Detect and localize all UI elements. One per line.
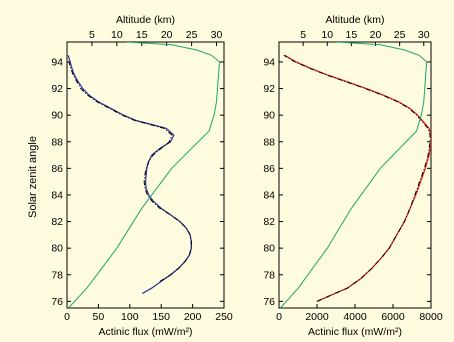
x-tick-label: 200 — [184, 311, 202, 323]
x-axis-label: Actinic flux (mW/m²) — [99, 326, 193, 338]
x-axis-label: Actinic flux (mW/m²) — [308, 326, 402, 338]
x-tick-label: 2000 — [305, 311, 329, 323]
y-tick-label: 86 — [263, 163, 275, 175]
y-tick-label: 82 — [263, 216, 275, 228]
x-tick-label: 100 — [121, 311, 139, 323]
y-tick-label: 94 — [263, 56, 275, 68]
y-tick-label: 86 — [51, 163, 63, 175]
altitude-series-line — [68, 42, 221, 308]
y-tick-label: 88 — [51, 136, 63, 148]
y-tick-label: 92 — [263, 83, 275, 95]
altitude-series-line — [280, 42, 428, 308]
top-x-axis-label: Altitude (km) — [116, 14, 175, 26]
top-x-tick-label: 20 — [370, 29, 382, 41]
plot-frame — [66, 41, 225, 309]
y-tick-label: 80 — [51, 243, 63, 255]
left-panel: 0 50 100 150 200 250 Actinic flux (mW/m²) 5 10 15… — [51, 14, 233, 338]
model-series-line — [68, 61, 192, 282]
y-tick-label: 94 — [51, 56, 63, 68]
top-x-tick-label: 30 — [418, 29, 430, 41]
y-tick-label: 88 — [263, 136, 275, 148]
top-x-tick-label: 25 — [394, 29, 406, 41]
top-x-tick-label: 10 — [321, 29, 333, 41]
top-x-tick-label: 30 — [211, 29, 223, 41]
top-x-tick-label: 15 — [136, 29, 148, 41]
top-x-tick-label: 20 — [161, 29, 173, 41]
y-tick-label: 84 — [51, 189, 63, 201]
top-x-tick-label: 10 — [111, 29, 123, 41]
y-tick-label: 90 — [51, 110, 63, 122]
y-tick-label: 76 — [263, 296, 275, 308]
y-tick-label: 84 — [263, 189, 275, 201]
model-series-line — [283, 54, 431, 302]
y-tick-label: 82 — [51, 216, 63, 228]
right-panel: 0 2000 4000 6000 8000 Actinic flux (mW/m²) 5 10… — [263, 14, 443, 338]
top-x-tick-label: 25 — [186, 29, 198, 41]
top-x-tick-label: 15 — [346, 29, 358, 41]
y-tick-label: 78 — [263, 269, 275, 281]
x-tick-label: 0 — [64, 311, 70, 323]
x-tick-label: 0 — [276, 311, 282, 323]
top-x-tick-label: 5 — [89, 29, 95, 41]
x-tick-label: 150 — [152, 311, 170, 323]
y-tick-label: 78 — [51, 269, 63, 281]
y-tick-label: 76 — [51, 296, 63, 308]
x-tick-label: 8000 — [419, 311, 443, 323]
top-x-tick-label: 5 — [300, 29, 306, 41]
x-tick-label: 4000 — [343, 311, 367, 323]
y-tick-label: 92 — [51, 83, 63, 95]
x-tick-label: 250 — [215, 311, 233, 323]
x-tick-label: 50 — [93, 311, 105, 323]
y-axis-label: Solar zenit angle — [27, 136, 39, 218]
y-tick-label: 90 — [263, 110, 275, 122]
y-tick-label: 80 — [263, 243, 275, 255]
top-x-axis-label: Altitude (km) — [326, 14, 385, 26]
x-tick-label: 6000 — [381, 311, 405, 323]
